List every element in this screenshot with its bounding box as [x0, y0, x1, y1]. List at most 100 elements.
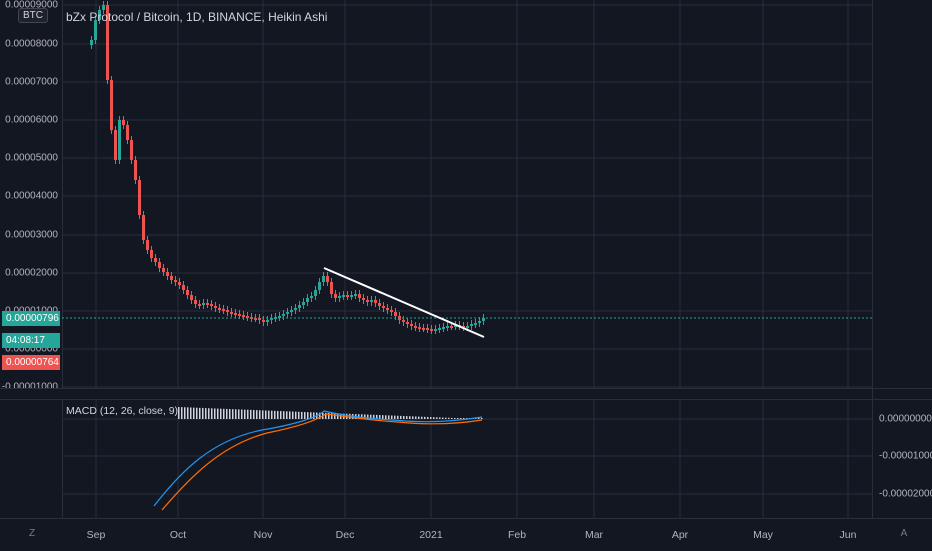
current-price-badge: 0.00000796 — [2, 311, 60, 326]
price-tick: 0.00009000 — [5, 0, 58, 11]
histogram-bar — [337, 413, 339, 419]
candle-body — [358, 294, 361, 298]
pane-divider[interactable] — [0, 388, 932, 400]
scale-toggle-button[interactable]: Z — [28, 528, 36, 539]
candle-body — [294, 308, 297, 310]
candle-body — [422, 328, 425, 330]
price-axis-right[interactable]: 0.00000000 -0.00001000 -0.00002000 — [872, 0, 932, 518]
histogram-bar — [184, 407, 186, 419]
macd-tick: -0.00001000 — [879, 450, 932, 462]
histogram-bar — [178, 407, 180, 419]
candle-body — [302, 302, 305, 305]
candle-body — [386, 308, 389, 310]
price-tick: 0.00002000 — [5, 267, 58, 279]
histogram-bar — [319, 412, 321, 419]
candle-body — [338, 296, 341, 298]
macd-grid — [62, 400, 872, 518]
histogram-bar — [325, 412, 327, 419]
candle-body — [402, 320, 405, 322]
histogram-bar — [271, 410, 273, 419]
candle-body — [418, 327, 421, 329]
time-axis[interactable]: Sep Oct Nov Dec 2021 Feb Mar Apr May Jun — [0, 518, 932, 551]
histogram-bar — [274, 410, 276, 419]
time-tick: Oct — [169, 529, 187, 541]
price-tick: 0.00000000 — [5, 343, 58, 355]
histogram-bar — [310, 412, 312, 419]
price-tick: 0.00005000 — [5, 152, 58, 164]
histogram-bar — [385, 415, 387, 419]
candle-body — [142, 215, 145, 240]
candle-body — [374, 300, 377, 303]
candle-body — [298, 305, 301, 308]
chart-title: bZx Protocol / Bitcoin, 1D, BINANCE, Hei… — [66, 10, 328, 24]
histogram-bar — [328, 413, 330, 419]
macd-label: MACD (12, 26, close, 9) — [66, 405, 179, 417]
candle-body — [230, 312, 233, 314]
histogram-bar — [292, 411, 294, 419]
price-chart[interactable] — [62, 0, 872, 388]
time-tick: Nov — [253, 529, 273, 541]
candle-body — [110, 80, 113, 130]
histogram-bar — [187, 407, 189, 419]
histogram-bar — [331, 413, 333, 419]
candle-body — [210, 304, 213, 306]
candle-body — [254, 318, 257, 320]
candle-body — [322, 276, 325, 282]
histogram-bar — [424, 416, 426, 419]
candle-body — [270, 318, 273, 320]
candle-body — [106, 5, 109, 80]
histogram-bar — [400, 415, 402, 419]
candle-body — [394, 312, 397, 316]
histogram-bar — [256, 410, 258, 419]
candle-body — [234, 313, 237, 315]
macd-pane[interactable] — [62, 400, 872, 518]
candle-body — [454, 325, 457, 327]
histogram-bar — [211, 408, 213, 419]
histogram-bar — [466, 418, 468, 419]
histogram-bar — [283, 411, 285, 419]
histogram-bar — [388, 415, 390, 419]
histogram-bar — [478, 418, 480, 419]
histogram-bar — [451, 417, 453, 419]
histogram-bar — [418, 416, 420, 419]
candle-body — [346, 295, 349, 297]
histogram-bar — [253, 410, 255, 419]
histogram-bar — [412, 416, 414, 419]
candle-body — [326, 276, 329, 282]
trendline[interactable] — [323, 267, 485, 338]
price-axis-left[interactable]: 0.00009000 0.00008000 0.00007000 0.00006… — [0, 0, 63, 518]
histogram-bar — [244, 409, 246, 419]
histogram-bar — [217, 408, 219, 419]
macd-tick: 0.00000000 — [879, 413, 932, 425]
signal-line — [161, 413, 483, 511]
price-tick: 0.00007000 — [5, 76, 58, 88]
candle-body — [314, 290, 317, 296]
histogram-bar — [463, 418, 465, 419]
candle-body — [98, 10, 101, 20]
histogram-bar — [349, 413, 351, 419]
histogram-bar — [448, 417, 450, 419]
candle-body — [482, 318, 485, 321]
histogram-bar — [226, 408, 228, 419]
histogram-bar — [481, 418, 483, 419]
candle-body — [334, 294, 337, 298]
histogram-bar — [190, 407, 192, 419]
candle-body — [362, 298, 365, 300]
histogram-bar — [439, 417, 441, 419]
auto-scale-button[interactable]: A — [900, 528, 908, 539]
candle-body — [130, 140, 133, 160]
countdown-badge: 04:08:17 — [2, 333, 60, 348]
histogram-bar — [298, 411, 300, 419]
candle-body — [174, 280, 177, 282]
histogram-bar — [391, 415, 393, 419]
candle-body — [278, 316, 281, 318]
candle-body — [262, 320, 265, 322]
time-tick: 2021 — [419, 529, 443, 541]
candle-body — [126, 125, 129, 140]
candle-body — [118, 120, 121, 160]
candle-body — [178, 282, 181, 285]
candle-body — [150, 250, 153, 258]
candle-body — [330, 282, 333, 294]
time-tick: Dec — [335, 529, 355, 541]
currency-button[interactable]: BTC — [18, 8, 48, 23]
